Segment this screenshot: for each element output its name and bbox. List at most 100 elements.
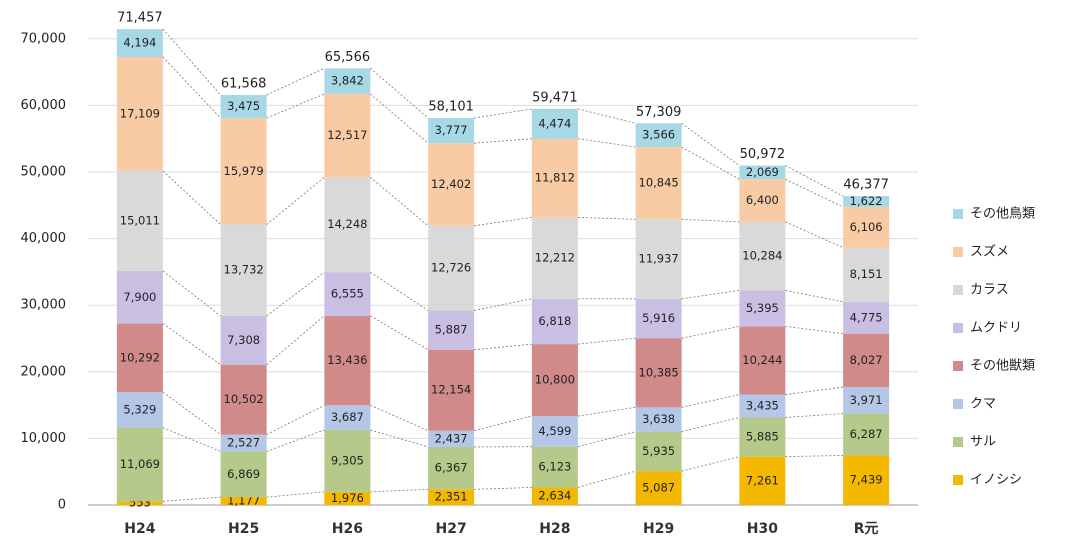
bar-segment (428, 118, 475, 144)
bar-segment (220, 497, 267, 505)
total-label: 57,309 (636, 105, 682, 120)
y-tick-label: 60,000 (21, 98, 67, 113)
connector (577, 406, 636, 417)
legend-label: クマ (970, 397, 996, 412)
value-label: 13,436 (327, 353, 367, 367)
bar-segment (116, 501, 163, 505)
value-label: 3,777 (435, 123, 468, 137)
bar-segment (324, 405, 371, 430)
connector (577, 470, 636, 488)
connector (474, 487, 532, 490)
value-label: 1,622 (850, 194, 883, 208)
legend-label: ムクドリ (970, 321, 1022, 336)
y-tick-label: 40,000 (21, 231, 67, 246)
bar-segment (531, 138, 578, 218)
value-label: 3,475 (227, 99, 260, 113)
connector (785, 413, 844, 418)
bar-segment (116, 270, 163, 324)
bar-segment (531, 344, 578, 417)
value-label: 7,900 (123, 290, 156, 304)
connector (266, 93, 325, 119)
x-tick-label: H27 (436, 521, 467, 537)
x-tick-label: H25 (228, 521, 259, 537)
value-label: 5,916 (642, 311, 675, 325)
x-tick-label: H24 (124, 521, 155, 537)
value-label: 13,732 (224, 263, 264, 277)
connector (162, 170, 221, 225)
value-label: 8,027 (850, 353, 883, 367)
value-label: 3,435 (746, 399, 779, 413)
legend-swatch (953, 437, 963, 447)
bar-segment (635, 147, 682, 220)
bar-segment (116, 392, 163, 428)
connector (577, 108, 636, 124)
y-tick-label: 50,000 (21, 165, 67, 180)
value-label: 7,439 (850, 473, 883, 487)
bar-segment (324, 491, 371, 505)
bar-segment (843, 206, 890, 248)
bar-segment (116, 427, 163, 502)
value-label: 10,284 (742, 249, 782, 263)
value-label: 10,244 (742, 353, 782, 367)
connector (681, 122, 740, 166)
bar-segment (220, 434, 267, 452)
connector (681, 325, 740, 339)
connector (681, 417, 740, 432)
value-label: 12,726 (431, 261, 471, 275)
value-label: 8,151 (850, 267, 883, 281)
connector (370, 68, 429, 119)
connector (681, 290, 740, 300)
bar-segment (739, 165, 786, 180)
bar-segment (635, 123, 682, 148)
value-label: 10,292 (120, 350, 160, 364)
value-label: 11,937 (639, 252, 679, 266)
connector (577, 216, 636, 220)
bar-segment (220, 451, 267, 498)
value-label: 5,887 (435, 323, 468, 337)
value-label: 15,011 (120, 213, 160, 227)
value-label: 5,885 (746, 430, 779, 444)
legend-swatch (953, 247, 963, 257)
connector (266, 491, 325, 498)
value-label: 15,979 (224, 164, 264, 178)
bar-segment (220, 364, 267, 435)
value-label: 10,845 (639, 176, 679, 190)
bar-segment (635, 407, 682, 432)
legend-swatch (953, 399, 963, 409)
bar-segment (635, 338, 682, 408)
connector (681, 146, 740, 180)
bar-segment (739, 417, 786, 457)
bar-segment (635, 219, 682, 299)
total-label: 46,377 (843, 178, 889, 193)
bar-segment (635, 298, 682, 339)
bar-segment (531, 416, 578, 447)
bar-segment (220, 315, 267, 365)
bar-segment (324, 315, 371, 406)
bar-segment (220, 118, 267, 225)
bar-segment (324, 177, 371, 273)
x-tick-label: H26 (332, 521, 363, 537)
connector (681, 456, 740, 472)
bar-segment (428, 143, 475, 226)
value-label: 5,935 (642, 444, 675, 458)
bar-segment (843, 196, 890, 207)
value-label: 6,869 (227, 467, 260, 481)
value-label: 3,687 (331, 410, 364, 424)
x-tick-label: H28 (539, 521, 570, 537)
value-label: 3,842 (331, 74, 364, 88)
bar-segment (324, 429, 371, 492)
bar-segment (531, 108, 578, 139)
bar-segment (843, 387, 890, 414)
connector (370, 315, 429, 351)
bar-segment (739, 290, 786, 327)
bar-segment (635, 431, 682, 472)
connector (162, 270, 221, 317)
bar-segment (116, 323, 163, 393)
legend-label: その他鳥類 (970, 207, 1035, 222)
value-label: 6,400 (746, 193, 779, 207)
bar-segment (843, 455, 890, 505)
value-label: 12,212 (535, 251, 575, 265)
bar-segment (843, 413, 890, 456)
value-label: 4,599 (538, 424, 571, 438)
connector (785, 221, 844, 248)
